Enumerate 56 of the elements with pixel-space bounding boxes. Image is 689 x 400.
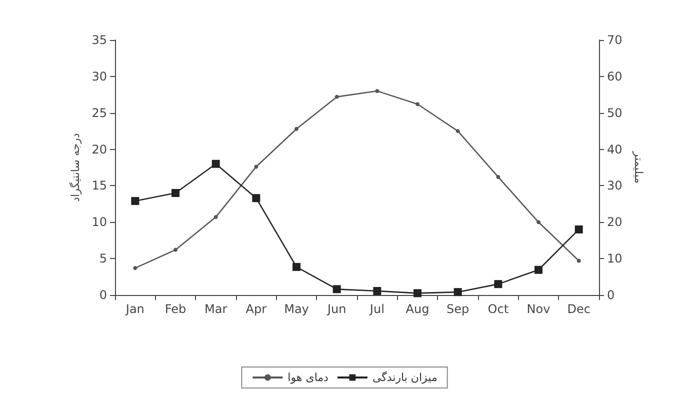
point xyxy=(292,262,300,271)
x-tick-label: Feb xyxy=(164,302,186,316)
point xyxy=(214,215,218,220)
y-axis-title: درجه سانتیگراد xyxy=(68,133,82,202)
point xyxy=(375,89,380,93)
point xyxy=(536,220,540,224)
point xyxy=(373,286,382,295)
point xyxy=(496,174,500,179)
y-tick-label: 15 xyxy=(92,178,107,193)
x-tick-label: Apr xyxy=(246,302,267,316)
y-tick-label: 25 xyxy=(92,106,107,120)
legend-label: دمای هوا xyxy=(288,371,329,384)
x-tick-label: Jun xyxy=(326,302,346,316)
x-tick-label: Sep xyxy=(446,302,470,316)
y-tick-label: 10 xyxy=(92,215,107,230)
y-tick-label: 5 xyxy=(99,252,107,266)
point xyxy=(254,164,258,169)
y2-tick-label: 10 xyxy=(607,252,622,266)
y2-tick-label: 50 xyxy=(607,106,622,120)
point xyxy=(416,102,420,106)
y2-tick-label: 60 xyxy=(607,69,622,84)
x-tick-label: Jan xyxy=(124,302,144,316)
point xyxy=(133,266,138,270)
point xyxy=(334,94,339,99)
y-tick-label: 30 xyxy=(92,69,107,84)
y2-tick-label: 0 xyxy=(607,288,615,302)
point xyxy=(252,194,260,202)
point xyxy=(494,280,502,288)
point xyxy=(454,288,462,296)
point xyxy=(172,189,180,197)
x-tick-label: Mar xyxy=(204,302,228,316)
y2-tick-label: 70 xyxy=(607,33,622,47)
y2-tick-label: 20 xyxy=(607,215,622,230)
point xyxy=(534,266,542,274)
point xyxy=(131,197,140,206)
point xyxy=(456,129,460,134)
point xyxy=(414,289,422,298)
y2-tick-label: 40 xyxy=(607,142,622,156)
point xyxy=(332,285,341,294)
y-tick-label: 20 xyxy=(92,142,107,156)
x-tick-label: Nov xyxy=(526,302,550,316)
point xyxy=(212,160,220,168)
x-tick-label: Oct xyxy=(488,302,509,316)
point xyxy=(576,258,581,263)
x-tick-label: Aug xyxy=(406,302,430,316)
point xyxy=(174,248,178,252)
x-tick-label: May xyxy=(284,302,309,316)
point xyxy=(294,126,298,131)
legend-label: میزان بارندگی xyxy=(372,371,438,384)
y2-axis-title: میلیمتر xyxy=(632,150,646,184)
x-tick-label: Jul xyxy=(368,302,384,316)
x-tick-label: Dec xyxy=(567,302,590,316)
y2-tick-label: 30 xyxy=(607,178,622,193)
y-tick-label: 0 xyxy=(99,288,107,302)
y-tick-label: 35 xyxy=(92,33,107,47)
point xyxy=(574,225,583,234)
